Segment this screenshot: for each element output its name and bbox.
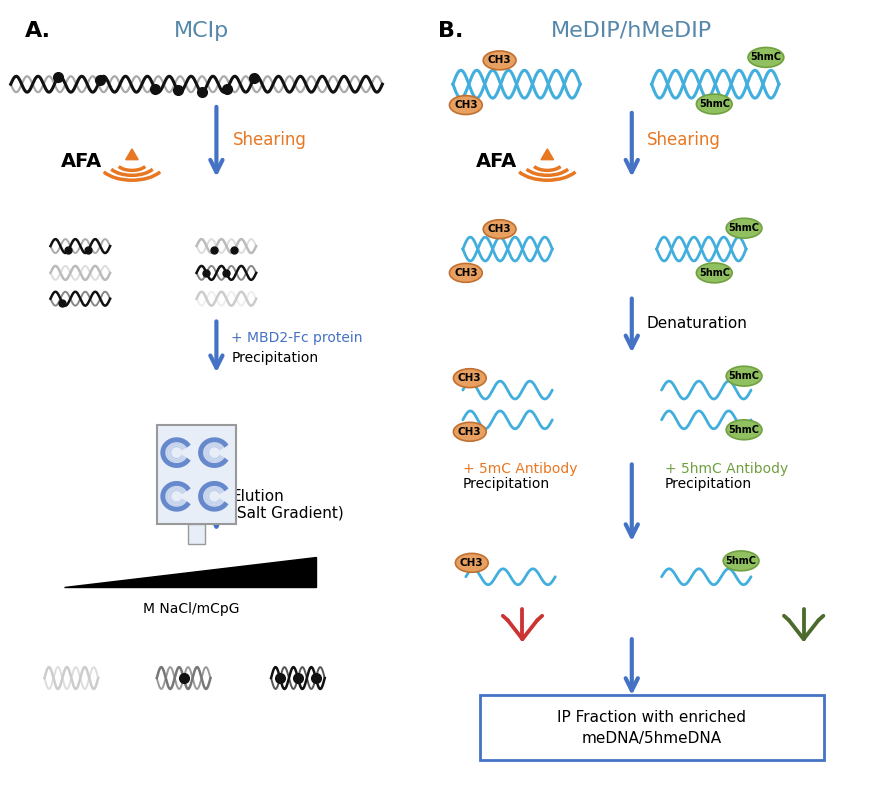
Text: AFA: AFA <box>476 151 517 171</box>
Text: IP Fraction with enriched
meDNA/5hmeDNA: IP Fraction with enriched meDNA/5hmeDNA <box>557 709 746 746</box>
Text: CH3: CH3 <box>458 373 481 383</box>
Text: CH3: CH3 <box>488 224 511 234</box>
Polygon shape <box>126 149 138 159</box>
Ellipse shape <box>456 553 488 572</box>
FancyBboxPatch shape <box>157 425 237 524</box>
Text: 5hmC: 5hmC <box>726 556 757 566</box>
Ellipse shape <box>726 367 762 386</box>
Text: A.: A. <box>25 21 51 41</box>
Text: CH3: CH3 <box>454 100 478 110</box>
Polygon shape <box>64 557 316 587</box>
Text: 5hmC: 5hmC <box>751 53 781 62</box>
Text: MeDIP/hMeDIP: MeDIP/hMeDIP <box>551 21 712 41</box>
Ellipse shape <box>483 220 516 238</box>
Text: 5hmC: 5hmC <box>729 223 759 234</box>
Ellipse shape <box>726 218 762 238</box>
Text: (Salt Gradient): (Salt Gradient) <box>231 505 344 520</box>
Text: Precipitation: Precipitation <box>664 477 752 492</box>
Text: CH3: CH3 <box>454 268 478 278</box>
Ellipse shape <box>453 369 487 387</box>
Text: Denaturation: Denaturation <box>647 316 748 331</box>
Text: + 5hmC Antibody: + 5hmC Antibody <box>664 461 788 476</box>
Text: Precipitation: Precipitation <box>463 477 550 492</box>
Text: Shearing: Shearing <box>647 131 721 149</box>
Text: + 5mC Antibody: + 5mC Antibody <box>463 461 577 476</box>
Text: CH3: CH3 <box>460 558 484 567</box>
Ellipse shape <box>450 264 482 282</box>
Ellipse shape <box>696 94 732 114</box>
Text: 5hmC: 5hmC <box>699 268 730 278</box>
Ellipse shape <box>748 48 784 67</box>
Text: 5hmC: 5hmC <box>729 371 759 381</box>
Text: CH3: CH3 <box>458 426 481 437</box>
Polygon shape <box>541 149 554 159</box>
Text: M NaCl/mCpG: M NaCl/mCpG <box>143 602 240 615</box>
Text: Precipitation: Precipitation <box>231 351 319 365</box>
Text: AFA: AFA <box>61 151 102 171</box>
Ellipse shape <box>453 422 487 442</box>
Ellipse shape <box>723 551 759 571</box>
Text: 5hmC: 5hmC <box>699 99 730 109</box>
Text: + MBD2-Fc protein: + MBD2-Fc protein <box>231 332 363 345</box>
Text: 5hmC: 5hmC <box>729 425 759 435</box>
FancyBboxPatch shape <box>480 695 824 760</box>
Text: MCIp: MCIp <box>174 21 229 41</box>
Text: B.: B. <box>438 21 464 41</box>
Ellipse shape <box>450 96 482 115</box>
Ellipse shape <box>483 51 516 70</box>
Ellipse shape <box>726 420 762 440</box>
Text: CH3: CH3 <box>488 55 511 65</box>
Text: Shearing: Shearing <box>233 131 307 149</box>
Ellipse shape <box>696 263 732 283</box>
FancyBboxPatch shape <box>187 524 206 544</box>
Text: Elution: Elution <box>231 489 284 504</box>
